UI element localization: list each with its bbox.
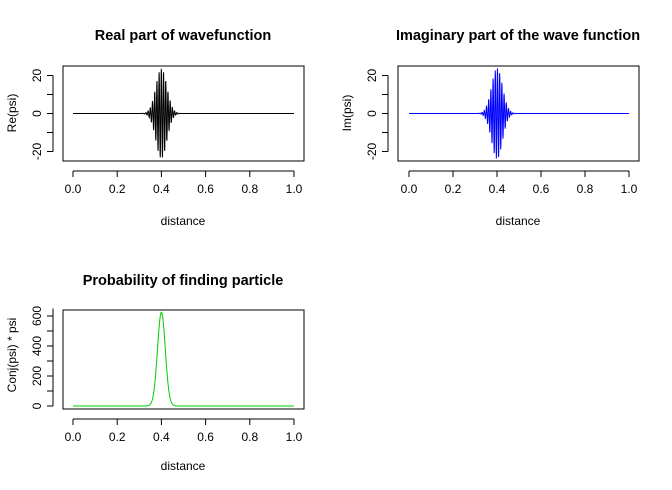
y-tick-label-0-1: 0: [30, 110, 44, 117]
x-axis-imag: 0.0 0.2 0.4 0.6 0.8 1.0: [401, 170, 638, 196]
plot-frame-real: [62, 65, 305, 162]
x-tick-label-1-2: 0.4: [489, 182, 506, 196]
x-tick-label-1-1: 0.2: [445, 182, 462, 196]
x-tick-label-1-4: 0.8: [577, 182, 594, 196]
x-axis-label-prob: distance: [161, 459, 206, 473]
curve-imag: [409, 68, 629, 159]
panel-prob: Probability of finding particle 0.0 0.2 0.…: [5, 273, 305, 473]
title-prob: Probability of finding particle: [83, 273, 284, 289]
curve-real: [73, 68, 294, 158]
y-axis-real: -20 0 20: [30, 69, 54, 161]
x-tick-label-0-1: 0.2: [109, 182, 126, 196]
x-tick-label-2-0: 0.0: [65, 430, 82, 444]
x-tick-label-2-4: 0.8: [241, 430, 258, 444]
series-line-1: [409, 68, 629, 159]
x-axis-real: 0.0 0.2 0.4 0.6 0.8 1.0: [65, 170, 303, 196]
y-tick-label-2-3: 600: [30, 306, 44, 326]
x-tick-label-0-5: 1.0: [286, 182, 303, 196]
x-tick-label-2-2: 0.4: [153, 430, 170, 444]
x-tick-label-2-5: 1.0: [286, 430, 303, 444]
x-tick-label-2-3: 0.6: [197, 430, 214, 444]
x-axis-prob: 0.0 0.2 0.4 0.6 0.8 1.0: [65, 418, 303, 444]
y-tick-label-0-0: -20: [30, 143, 44, 161]
x-axis-label-real: distance: [161, 214, 206, 228]
y-tick-label-1-2: 20: [365, 69, 379, 83]
curve-prob: [73, 311, 294, 407]
y-axis-label-real: Re(psi): [5, 94, 19, 133]
plot-frame-imag: [397, 65, 640, 162]
y-tick-label-2-1: 200: [30, 366, 44, 386]
x-tick-label-0-4: 0.8: [241, 182, 258, 196]
title-real: Real part of wavefunction: [95, 28, 271, 44]
series-line-0: [73, 68, 294, 158]
y-tick-label-0-2: 20: [30, 69, 44, 83]
x-axis-label-imag: distance: [496, 214, 541, 228]
y-axis-label-prob: Conj(psi) * psi: [5, 318, 19, 393]
y-tick-label-1-0: -20: [365, 143, 379, 161]
panel-imag: Imaginary part of the wave function 0.0 0…: [340, 28, 640, 228]
series-line-2: [73, 311, 294, 407]
x-tick-label-0-3: 0.6: [197, 182, 214, 196]
y-tick-label-1-1: 0: [365, 110, 379, 117]
x-tick-label-1-0: 0.0: [401, 182, 418, 196]
y-axis-imag: -20 0 20: [365, 69, 389, 161]
x-tick-label-0-0: 0.0: [65, 182, 82, 196]
plot-frame-prob: [62, 309, 305, 410]
x-tick-label-1-3: 0.6: [533, 182, 550, 196]
panel-real: Real part of wavefunction 0.0 0.2 0.4 0.6 0.…: [5, 28, 305, 228]
y-tick-label-2-2: 400: [30, 336, 44, 356]
y-tick-label-2-0: 0: [30, 402, 44, 409]
title-imag: Imaginary part of the wave function: [396, 28, 640, 44]
y-axis-label-imag: Im(psi): [340, 95, 354, 132]
x-tick-label-1-5: 1.0: [621, 182, 638, 196]
y-axis-prob: 0 200 400 600: [30, 306, 54, 409]
x-tick-label-2-1: 0.2: [109, 430, 126, 444]
x-tick-label-0-2: 0.4: [153, 182, 170, 196]
